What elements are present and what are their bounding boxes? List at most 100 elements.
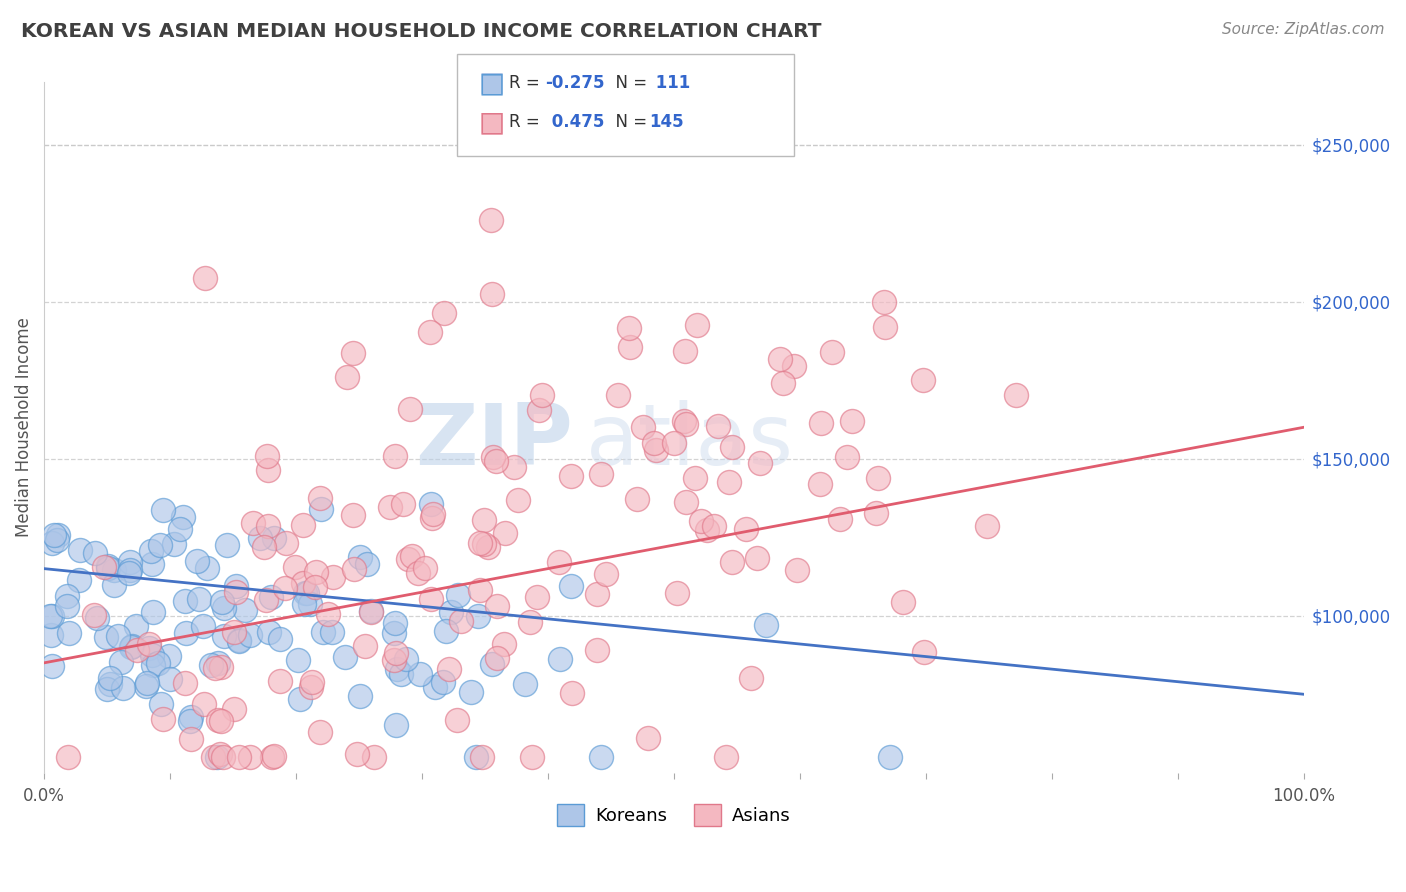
Point: [550, 652, 572, 666]
Point: [292, 518, 315, 533]
Point: [146, 656, 169, 670]
Point: [259, 591, 281, 605]
Point: [481, 657, 503, 671]
Point: [755, 618, 778, 632]
Point: [233, 603, 256, 617]
Point: [384, 615, 406, 630]
Point: [225, 585, 247, 599]
Point: [378, 500, 401, 515]
Point: [67, 573, 90, 587]
Point: [868, 471, 890, 485]
Legend: Koreans, Asians: Koreans, Asians: [550, 797, 797, 833]
Point: [384, 646, 406, 660]
Point: [432, 674, 454, 689]
Point: [121, 640, 143, 654]
Point: [311, 502, 333, 516]
Point: [284, 560, 307, 574]
Point: [322, 570, 344, 584]
Point: [142, 658, 165, 673]
Point: [721, 440, 744, 454]
Text: ZIP: ZIP: [415, 400, 574, 483]
Point: [150, 697, 173, 711]
Point: [120, 555, 142, 569]
Point: [494, 637, 516, 651]
Point: [707, 418, 730, 433]
Point: [591, 467, 613, 482]
Point: [891, 594, 914, 608]
Point: [485, 650, 508, 665]
Point: [46, 528, 69, 542]
Point: [398, 402, 420, 417]
Point: [470, 582, 492, 597]
Point: [103, 563, 125, 577]
Point: [212, 750, 235, 764]
Text: □: □: [478, 108, 505, 136]
Point: [586, 587, 609, 601]
Point: [786, 562, 808, 576]
Point: [112, 681, 135, 696]
Point: [207, 714, 229, 728]
Point: [740, 671, 762, 685]
Point: [205, 750, 228, 764]
Point: [204, 661, 226, 675]
Point: [595, 566, 617, 581]
Point: [841, 414, 863, 428]
Point: [290, 692, 312, 706]
Point: [83, 608, 105, 623]
Point: [217, 538, 239, 552]
Point: [645, 442, 668, 457]
Point: [97, 559, 120, 574]
Point: [56, 589, 79, 603]
Point: [291, 576, 314, 591]
Point: [263, 531, 285, 545]
Point: [413, 560, 436, 574]
Point: [211, 660, 233, 674]
Text: KOREAN VS ASIAN MEDIAN HOUSEHOLD INCOME CORRELATION CHART: KOREAN VS ASIAN MEDIAN HOUSEHOLD INCOME …: [21, 22, 821, 41]
Point: [519, 615, 541, 630]
Point: [333, 649, 356, 664]
Point: [107, 629, 129, 643]
Point: [256, 449, 278, 463]
Point: [55, 599, 77, 613]
Point: [127, 643, 149, 657]
Point: [152, 712, 174, 726]
Point: [830, 512, 852, 526]
Point: [626, 491, 648, 506]
Text: R =: R =: [509, 113, 546, 131]
Point: [675, 495, 697, 509]
Point: [336, 370, 359, 384]
Point: [619, 340, 641, 354]
Point: [433, 305, 456, 319]
Point: [269, 673, 291, 688]
Point: [136, 676, 159, 690]
Point: [228, 633, 250, 648]
Point: [257, 519, 280, 533]
Point: [716, 750, 738, 764]
Point: [304, 581, 326, 595]
Point: [450, 614, 472, 628]
Text: R =: R =: [509, 74, 546, 92]
Point: [180, 710, 202, 724]
Point: [560, 468, 582, 483]
Point: [159, 672, 181, 686]
Point: [141, 557, 163, 571]
Point: [561, 686, 583, 700]
Point: [292, 597, 315, 611]
Point: [239, 628, 262, 642]
Point: [141, 543, 163, 558]
Point: [38, 609, 60, 624]
Point: [305, 565, 328, 579]
Point: [391, 497, 413, 511]
Point: [209, 747, 232, 761]
Point: [103, 578, 125, 592]
Point: [41, 658, 63, 673]
Point: [747, 551, 769, 566]
Point: [354, 639, 377, 653]
Point: [342, 345, 364, 359]
Point: [873, 295, 896, 310]
Point: [810, 416, 832, 430]
Point: [93, 560, 115, 574]
Point: [472, 537, 495, 551]
Point: [212, 629, 235, 643]
Point: [169, 522, 191, 536]
